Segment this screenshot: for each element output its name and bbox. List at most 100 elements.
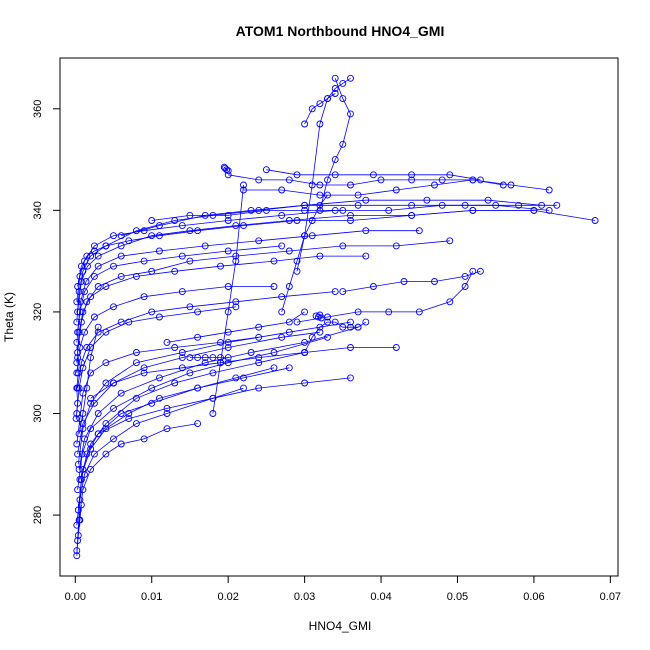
data-point: [110, 435, 117, 443]
data-point: [217, 262, 224, 270]
data-point: [74, 369, 82, 377]
data-point: [408, 201, 416, 209]
data-point: [301, 120, 309, 128]
data-series: [73, 420, 202, 560]
data-point: [79, 267, 87, 275]
data-series: [316, 74, 354, 214]
data-point: [76, 415, 84, 423]
data-point: [125, 237, 133, 245]
data-point: [385, 206, 393, 214]
data-point: [74, 506, 82, 514]
data-point: [285, 328, 293, 336]
data-point: [224, 211, 232, 219]
y-axis: 280 300 320 340 360: [32, 100, 61, 524]
data-point: [125, 415, 133, 423]
data-point: [94, 430, 102, 438]
series-line: [76, 336, 259, 445]
data-point: [223, 166, 231, 174]
data-point: [110, 379, 117, 387]
data-point: [194, 354, 202, 362]
data-series: [339, 267, 484, 296]
x-tick-label: 0.05: [447, 591, 468, 603]
data-series: [94, 374, 354, 438]
data-point: [163, 404, 171, 412]
data-point: [140, 257, 148, 265]
data-series: [75, 323, 102, 438]
data-point: [117, 252, 125, 260]
data-point: [293, 318, 301, 326]
data-point: [339, 323, 347, 331]
data-point: [354, 201, 362, 209]
data-point: [74, 354, 82, 362]
data-point: [140, 293, 148, 301]
data-point: [201, 359, 209, 367]
data-point: [201, 354, 209, 362]
data-point: [461, 201, 469, 209]
y-tick-label: 300: [32, 404, 44, 422]
data-point: [446, 298, 454, 306]
data-point: [110, 404, 117, 412]
data-point: [255, 323, 263, 331]
data-point: [186, 303, 194, 311]
data-point: [331, 288, 339, 296]
data-point: [331, 90, 339, 97]
data-point: [201, 242, 209, 250]
data-point: [73, 384, 81, 392]
data-point: [87, 394, 95, 402]
data-point: [262, 206, 270, 214]
data-point: [155, 247, 163, 255]
data-point: [148, 232, 156, 240]
data-point: [255, 176, 263, 184]
data-point: [232, 257, 240, 265]
data-point: [270, 257, 278, 265]
series-line: [77, 245, 107, 287]
data-point: [308, 105, 316, 113]
data-point: [354, 323, 362, 331]
data-point: [117, 242, 125, 250]
data-point: [224, 308, 232, 316]
series-line: [121, 199, 542, 237]
data-point: [224, 283, 232, 290]
series-line: [77, 387, 244, 541]
data-series: [76, 364, 293, 483]
data-point: [90, 450, 98, 458]
data-point: [415, 308, 423, 316]
data-series: [293, 267, 477, 326]
data-series: [278, 191, 331, 316]
data-point: [347, 217, 354, 224]
x-tick-label: 0.01: [141, 591, 162, 603]
y-tick-label: 280: [32, 506, 44, 524]
data-series: [301, 90, 339, 128]
x-tick-label: 0.03: [294, 591, 315, 603]
data-point: [339, 242, 347, 250]
data-point: [73, 359, 81, 367]
data-point: [347, 374, 354, 382]
data-point: [247, 206, 255, 214]
data-point: [74, 531, 82, 539]
data-point: [155, 374, 163, 382]
data-point: [331, 156, 339, 164]
data-point: [400, 278, 408, 285]
data-point: [324, 176, 331, 184]
data-point: [209, 410, 217, 417]
data-point: [73, 547, 81, 555]
data-point: [186, 354, 194, 362]
data-series: [73, 333, 263, 448]
data-point: [155, 394, 163, 402]
data-point: [301, 201, 309, 209]
data-point: [178, 252, 186, 260]
x-tick-label: 0.02: [217, 591, 238, 603]
data-point: [285, 364, 293, 372]
data-point: [77, 298, 85, 306]
x-tick-label: 0.07: [600, 591, 621, 603]
data-point: [148, 308, 156, 316]
data-point: [469, 176, 477, 184]
data-series: [73, 283, 278, 377]
series-line: [77, 230, 420, 333]
data-point: [224, 247, 232, 255]
data-point: [209, 394, 217, 402]
series-line: [76, 286, 274, 373]
data-point: [484, 196, 492, 204]
data-point: [431, 278, 438, 285]
